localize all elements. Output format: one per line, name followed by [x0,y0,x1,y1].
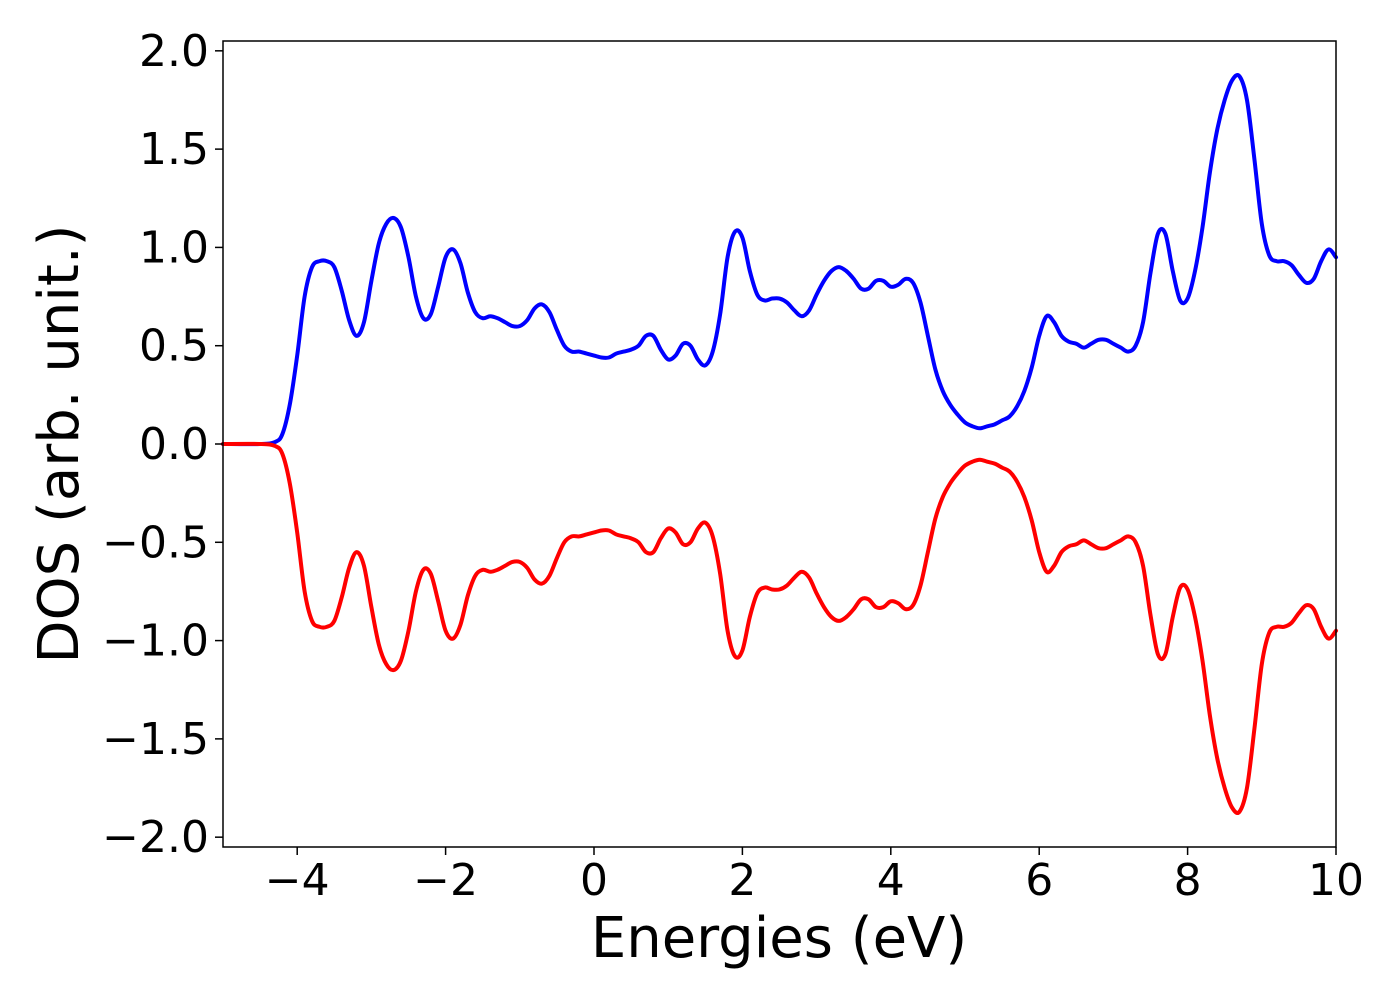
y-axis-ticks: 2.0 1.5 1.0 0.5 0.0 −0.5 −1.0 −1.5 −2.0 [102,26,223,863]
x-tick-label: 6 [1025,855,1053,906]
x-axis-ticks: −4 −2 0 2 4 6 8 10 [265,847,1364,906]
y-tick-label: 0.0 [139,419,209,470]
dos-line-blue [221,73,1338,447]
series-layer [221,73,1338,815]
x-tick-label: −4 [265,855,330,906]
y-tick-label: −1.0 [102,616,209,667]
y-tick-label: 1.5 [139,124,209,175]
y-tick-label: −1.5 [102,714,209,765]
x-tick-label: 2 [728,855,756,906]
x-tick-label: 8 [1174,855,1202,906]
x-tick-label: 4 [877,855,905,906]
x-tick-label: 0 [580,855,608,906]
y-tick-label: 1.0 [139,222,209,273]
x-tick-label: 10 [1308,855,1364,906]
y-tick-label: −0.5 [102,517,209,568]
x-tick-label: −2 [413,855,478,906]
y-tick-label: 2.0 [139,26,209,77]
y-axis-label: DOS (arb. unit.) [27,224,92,663]
y-tick-label: 0.5 [139,321,209,372]
y-tick-label: −2.0 [102,812,209,863]
dos-line-red [221,441,1338,815]
x-axis-label: Energies (eV) [591,906,967,971]
